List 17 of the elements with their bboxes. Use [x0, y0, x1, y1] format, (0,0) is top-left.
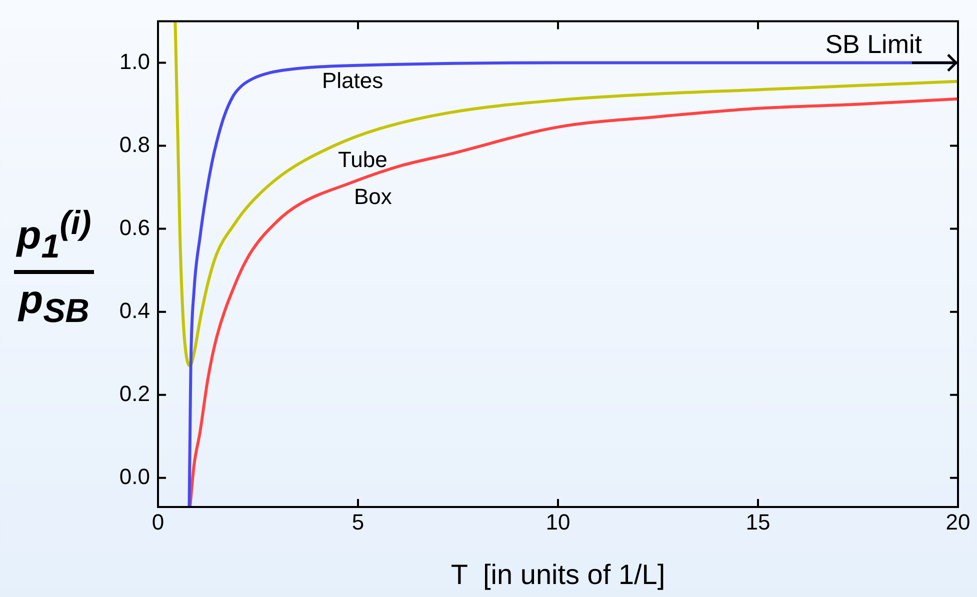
x-axis-title: T [in units of 1/L]	[450, 558, 666, 590]
y-tick-label: 0.4	[119, 298, 150, 323]
x-tick-label: 10	[546, 509, 570, 534]
x-tick-label: 15	[746, 509, 770, 534]
series-label: Box	[354, 184, 392, 210]
y-tick-label: 0.2	[119, 380, 150, 406]
x-tick-label: 5	[352, 509, 364, 534]
x-tick-label: 20	[946, 509, 970, 534]
y-tick-label: 0.6	[119, 214, 150, 240]
y-tick-label: 0.8	[119, 132, 150, 157]
x-tick-label: 0	[152, 509, 164, 534]
series-label: Tube	[338, 146, 388, 172]
series-label: Plates	[322, 68, 384, 93]
line-series	[174, 21, 958, 368]
annotation: SB Limit	[825, 28, 923, 59]
y-tick-label: 0.0	[119, 464, 150, 489]
y-tick-label: 1.0	[119, 48, 150, 74]
